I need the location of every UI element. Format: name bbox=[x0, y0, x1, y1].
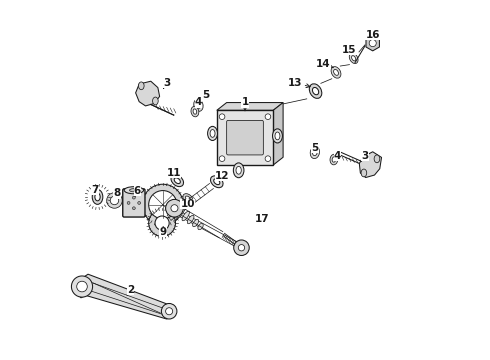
Text: 2: 2 bbox=[127, 285, 134, 295]
Ellipse shape bbox=[210, 130, 215, 137]
Ellipse shape bbox=[334, 69, 339, 75]
Circle shape bbox=[127, 202, 130, 204]
Ellipse shape bbox=[198, 224, 203, 230]
Ellipse shape bbox=[183, 194, 193, 203]
FancyBboxPatch shape bbox=[227, 120, 263, 155]
Text: 11: 11 bbox=[167, 168, 181, 178]
Ellipse shape bbox=[124, 187, 144, 194]
Ellipse shape bbox=[187, 215, 194, 224]
Ellipse shape bbox=[313, 149, 317, 156]
Ellipse shape bbox=[185, 196, 190, 201]
Polygon shape bbox=[136, 81, 160, 106]
Ellipse shape bbox=[177, 207, 185, 218]
Ellipse shape bbox=[310, 147, 319, 159]
Circle shape bbox=[369, 40, 376, 47]
Text: 8: 8 bbox=[114, 188, 121, 198]
Ellipse shape bbox=[196, 102, 201, 108]
Circle shape bbox=[234, 240, 249, 256]
Circle shape bbox=[265, 156, 271, 162]
Ellipse shape bbox=[275, 132, 280, 140]
FancyBboxPatch shape bbox=[217, 110, 273, 165]
Text: 15: 15 bbox=[342, 45, 356, 55]
Ellipse shape bbox=[129, 189, 138, 192]
Polygon shape bbox=[359, 152, 382, 177]
Text: 7: 7 bbox=[91, 185, 99, 195]
Text: 1: 1 bbox=[242, 98, 248, 111]
Ellipse shape bbox=[374, 155, 380, 163]
Circle shape bbox=[148, 190, 177, 219]
Ellipse shape bbox=[349, 53, 358, 64]
Ellipse shape bbox=[361, 169, 367, 177]
Text: 3: 3 bbox=[163, 78, 171, 88]
Circle shape bbox=[132, 196, 135, 199]
Ellipse shape bbox=[193, 219, 198, 227]
Ellipse shape bbox=[214, 179, 220, 185]
Text: 3: 3 bbox=[361, 151, 368, 161]
Polygon shape bbox=[366, 35, 379, 51]
FancyBboxPatch shape bbox=[123, 189, 145, 217]
Ellipse shape bbox=[171, 175, 184, 186]
Ellipse shape bbox=[211, 176, 223, 188]
Text: 9: 9 bbox=[160, 227, 167, 237]
Ellipse shape bbox=[95, 193, 100, 201]
Circle shape bbox=[142, 184, 183, 225]
Circle shape bbox=[72, 276, 93, 297]
Ellipse shape bbox=[331, 67, 341, 78]
Ellipse shape bbox=[208, 126, 218, 140]
Ellipse shape bbox=[152, 97, 158, 105]
Circle shape bbox=[110, 196, 119, 205]
Circle shape bbox=[148, 210, 175, 237]
Ellipse shape bbox=[193, 109, 196, 114]
Circle shape bbox=[132, 207, 135, 210]
Circle shape bbox=[138, 202, 141, 204]
Ellipse shape bbox=[332, 157, 336, 162]
Polygon shape bbox=[273, 103, 283, 165]
Circle shape bbox=[107, 193, 122, 208]
Text: 17: 17 bbox=[255, 214, 269, 224]
Circle shape bbox=[161, 303, 177, 319]
Circle shape bbox=[219, 156, 225, 162]
Circle shape bbox=[155, 216, 169, 230]
Ellipse shape bbox=[92, 189, 103, 204]
Circle shape bbox=[238, 244, 245, 251]
Ellipse shape bbox=[194, 99, 203, 111]
Text: 6: 6 bbox=[134, 186, 141, 197]
Text: 5: 5 bbox=[311, 143, 318, 153]
Ellipse shape bbox=[139, 82, 144, 90]
Ellipse shape bbox=[330, 154, 338, 165]
Circle shape bbox=[166, 199, 183, 217]
Text: 13: 13 bbox=[288, 78, 310, 88]
Text: 12: 12 bbox=[215, 171, 229, 181]
Circle shape bbox=[77, 281, 87, 292]
Circle shape bbox=[219, 114, 225, 120]
Ellipse shape bbox=[236, 166, 241, 174]
Circle shape bbox=[166, 308, 172, 315]
Ellipse shape bbox=[309, 84, 322, 98]
Text: 4: 4 bbox=[195, 98, 202, 107]
Ellipse shape bbox=[272, 129, 282, 143]
Ellipse shape bbox=[174, 178, 180, 184]
Ellipse shape bbox=[182, 211, 190, 221]
Polygon shape bbox=[217, 103, 283, 110]
Circle shape bbox=[265, 114, 271, 120]
Ellipse shape bbox=[233, 163, 244, 178]
Ellipse shape bbox=[313, 87, 318, 95]
Ellipse shape bbox=[352, 56, 356, 61]
Text: 4: 4 bbox=[334, 151, 341, 161]
Circle shape bbox=[171, 205, 178, 212]
Text: 5: 5 bbox=[202, 90, 209, 100]
Text: 14: 14 bbox=[316, 59, 334, 69]
Text: 16: 16 bbox=[366, 30, 380, 40]
Ellipse shape bbox=[191, 106, 199, 117]
Polygon shape bbox=[75, 274, 172, 319]
Text: 10: 10 bbox=[181, 199, 195, 209]
